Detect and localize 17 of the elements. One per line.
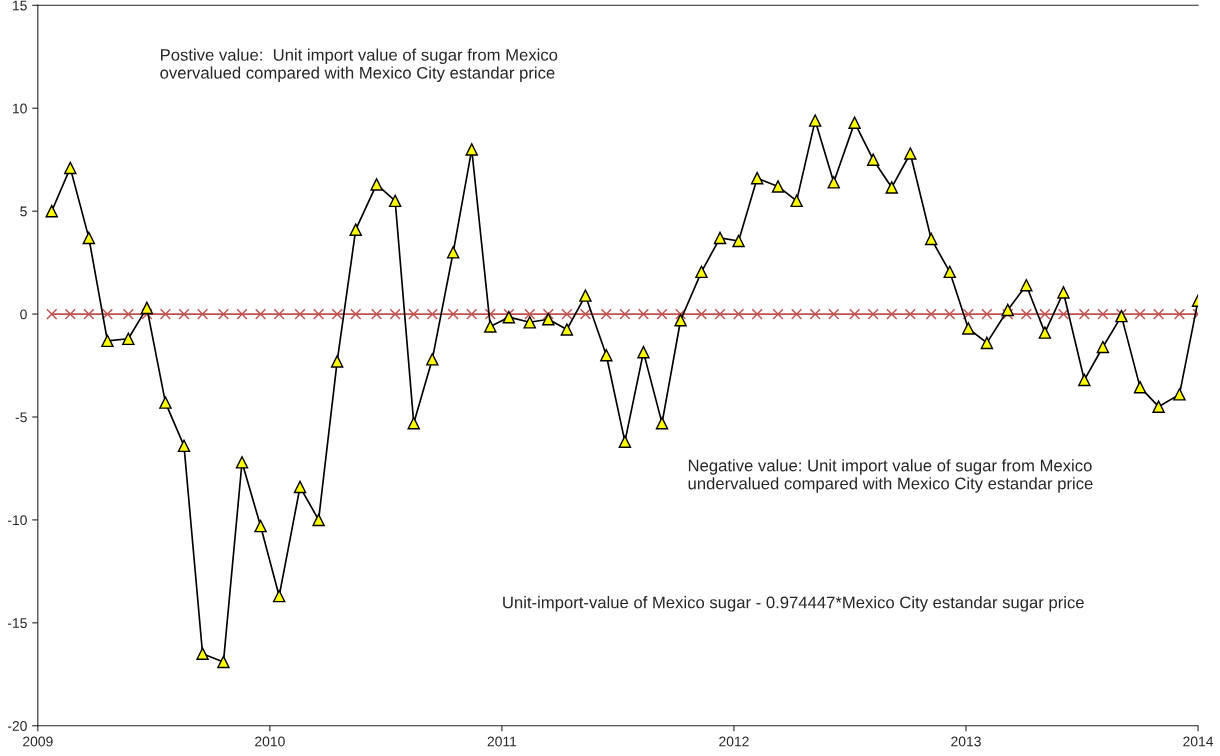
y-tick-label: -15: [7, 618, 27, 629]
y-tick-label: -5: [15, 412, 27, 423]
y-tick-label: 10: [13, 103, 27, 114]
y-tick-label: -10: [7, 515, 27, 526]
y-tick-label: 5: [20, 206, 27, 217]
y-tick-label: -20: [7, 721, 27, 731]
y-tick-label: 0: [20, 309, 27, 320]
annotation: Unit-import-value of Mexico sugar - 0.974447*Mexico City estandar sugar price: [503, 596, 1084, 612]
annotation: Postive value: Unit import value of sugar from Mexico overvalued compared with Mexico City estandar price: [160, 48, 558, 83]
annotation: Negative value: Unit import value of sugar from Mexico undervalued compared with Mexico City estandar price: [688, 459, 1093, 493]
x-tick-label: 2010: [255, 736, 285, 747]
x-tick-label: 2011: [487, 736, 517, 747]
x-tick-label: 2012: [719, 736, 749, 747]
x-tick-label: 2009: [23, 736, 53, 747]
x-tick-label: 2013: [951, 736, 981, 747]
x-tick-label: 2014: [1183, 736, 1214, 747]
y-tick-label: 15: [13, 0, 27, 11]
